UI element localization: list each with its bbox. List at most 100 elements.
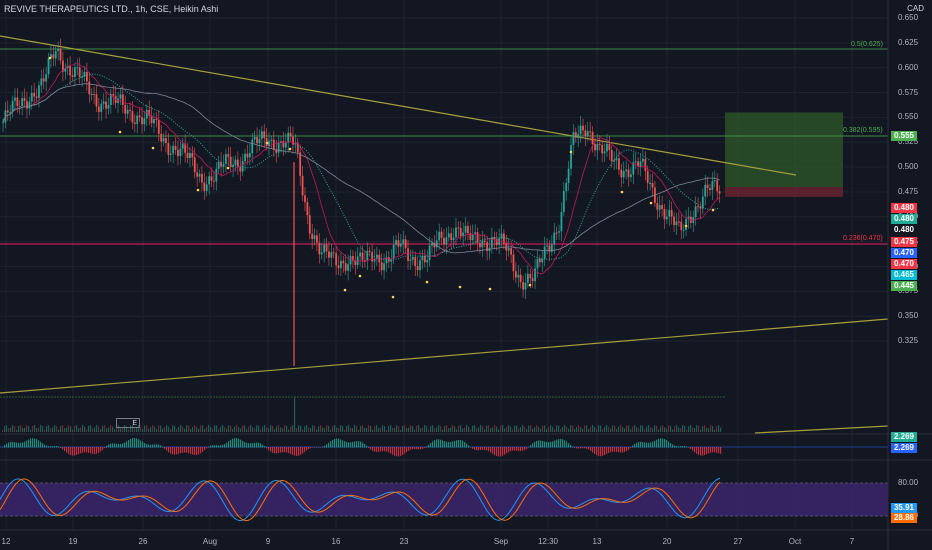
candle-body	[620, 169, 623, 178]
candle-body	[459, 227, 462, 237]
candle-body	[387, 257, 390, 262]
volume-bar	[524, 426, 526, 432]
macd-bar	[238, 438, 240, 448]
candle-body	[208, 176, 211, 185]
macd-bar	[114, 443, 116, 448]
volume-bar	[240, 428, 242, 432]
volume-bar	[366, 427, 368, 432]
volume-bar	[92, 428, 94, 432]
volume-bar	[704, 425, 706, 432]
volume-bar	[660, 426, 662, 432]
volume-bar	[574, 428, 576, 432]
macd-bar	[2, 447, 4, 448]
macd-bar	[688, 447, 690, 448]
volume-bar	[378, 427, 380, 432]
macd-bar	[220, 445, 222, 448]
volume-bar	[208, 425, 210, 432]
volume-bar	[570, 425, 572, 432]
volume-bar	[534, 427, 536, 432]
candle-body	[467, 225, 469, 234]
macd-bar	[232, 438, 234, 448]
candle-body	[462, 232, 465, 237]
macd-bar	[676, 446, 678, 448]
volume-bar	[398, 426, 400, 432]
candle-body	[687, 216, 690, 220]
macd-bar	[510, 447, 512, 452]
volume-bar	[632, 426, 634, 432]
candle-body	[713, 180, 716, 182]
macd-bar	[132, 438, 134, 448]
time-tick-label: 26	[138, 537, 148, 546]
volume-bar	[592, 425, 594, 432]
macd-bar	[412, 447, 414, 450]
volume-bar	[590, 426, 592, 432]
candle-body	[260, 131, 263, 139]
macd-bar	[660, 438, 662, 448]
candle-body	[78, 67, 81, 77]
time-tick-label: 7	[849, 537, 855, 546]
volume-bar	[276, 426, 278, 432]
macd-bar	[586, 447, 588, 449]
volume-bar	[310, 428, 312, 432]
macd-bar	[480, 447, 482, 451]
volume-bar	[144, 425, 146, 432]
candle-body	[141, 117, 143, 125]
candle-body	[670, 209, 673, 217]
volume-bar	[560, 428, 562, 432]
candle-body	[627, 169, 630, 178]
macd-bar	[144, 443, 146, 448]
volume-bar	[386, 429, 388, 432]
swing-high-marker	[48, 56, 52, 60]
volume-bar	[266, 427, 268, 432]
candle-body	[428, 245, 431, 260]
macd-bar	[200, 447, 202, 454]
indicator-value-tag: 2.269	[891, 443, 917, 453]
volume-bar	[382, 425, 384, 432]
candle-body	[256, 137, 258, 144]
volume-bar	[150, 427, 152, 432]
candle-body	[217, 161, 220, 169]
price-tag: 0.470	[891, 259, 917, 269]
volume-toggle-button[interactable]: E	[116, 418, 140, 428]
volume-bar	[438, 425, 440, 432]
price-tag: 0.470	[891, 248, 917, 258]
volume-bar	[16, 429, 18, 432]
macd-bar	[384, 447, 386, 452]
volume-bar	[148, 428, 150, 432]
candle-body	[18, 106, 21, 108]
candle-body	[45, 74, 48, 82]
candle-body	[30, 92, 33, 102]
volume-bar	[548, 426, 550, 432]
macd-bar	[694, 447, 696, 453]
candle-body	[38, 85, 40, 98]
volume-bar	[194, 425, 196, 432]
candle-body	[711, 180, 714, 191]
volume-bar	[530, 425, 532, 432]
indicator-value-tag: 2.269	[891, 432, 917, 442]
macd-bar	[572, 446, 574, 448]
volume-bar	[538, 426, 540, 432]
macd-bar	[142, 441, 144, 448]
candle-body	[663, 209, 666, 220]
macd-bar	[186, 447, 188, 453]
volume-bar	[400, 429, 402, 432]
macd-bar	[256, 442, 258, 448]
candle-body	[658, 205, 661, 210]
macd-bar	[362, 442, 364, 448]
volume-bar	[700, 429, 702, 432]
candle-body	[35, 96, 38, 98]
candle-body	[579, 125, 582, 135]
volume-bar	[76, 425, 78, 432]
macd-bar	[612, 447, 614, 452]
candle-body	[162, 138, 165, 142]
macd-bar	[390, 447, 392, 454]
macd-bar	[258, 442, 260, 448]
volume-bar	[10, 427, 12, 432]
volume-bar	[532, 428, 534, 432]
symbol-title[interactable]: REVIVE THERAPEUTICS LTD., 1h, CSE, Heiki…	[4, 4, 219, 14]
time-tick-label: 19	[68, 537, 78, 546]
macd-bar	[394, 447, 396, 456]
volume-bar	[138, 425, 140, 432]
price-tick-label: 0.500	[898, 162, 919, 172]
